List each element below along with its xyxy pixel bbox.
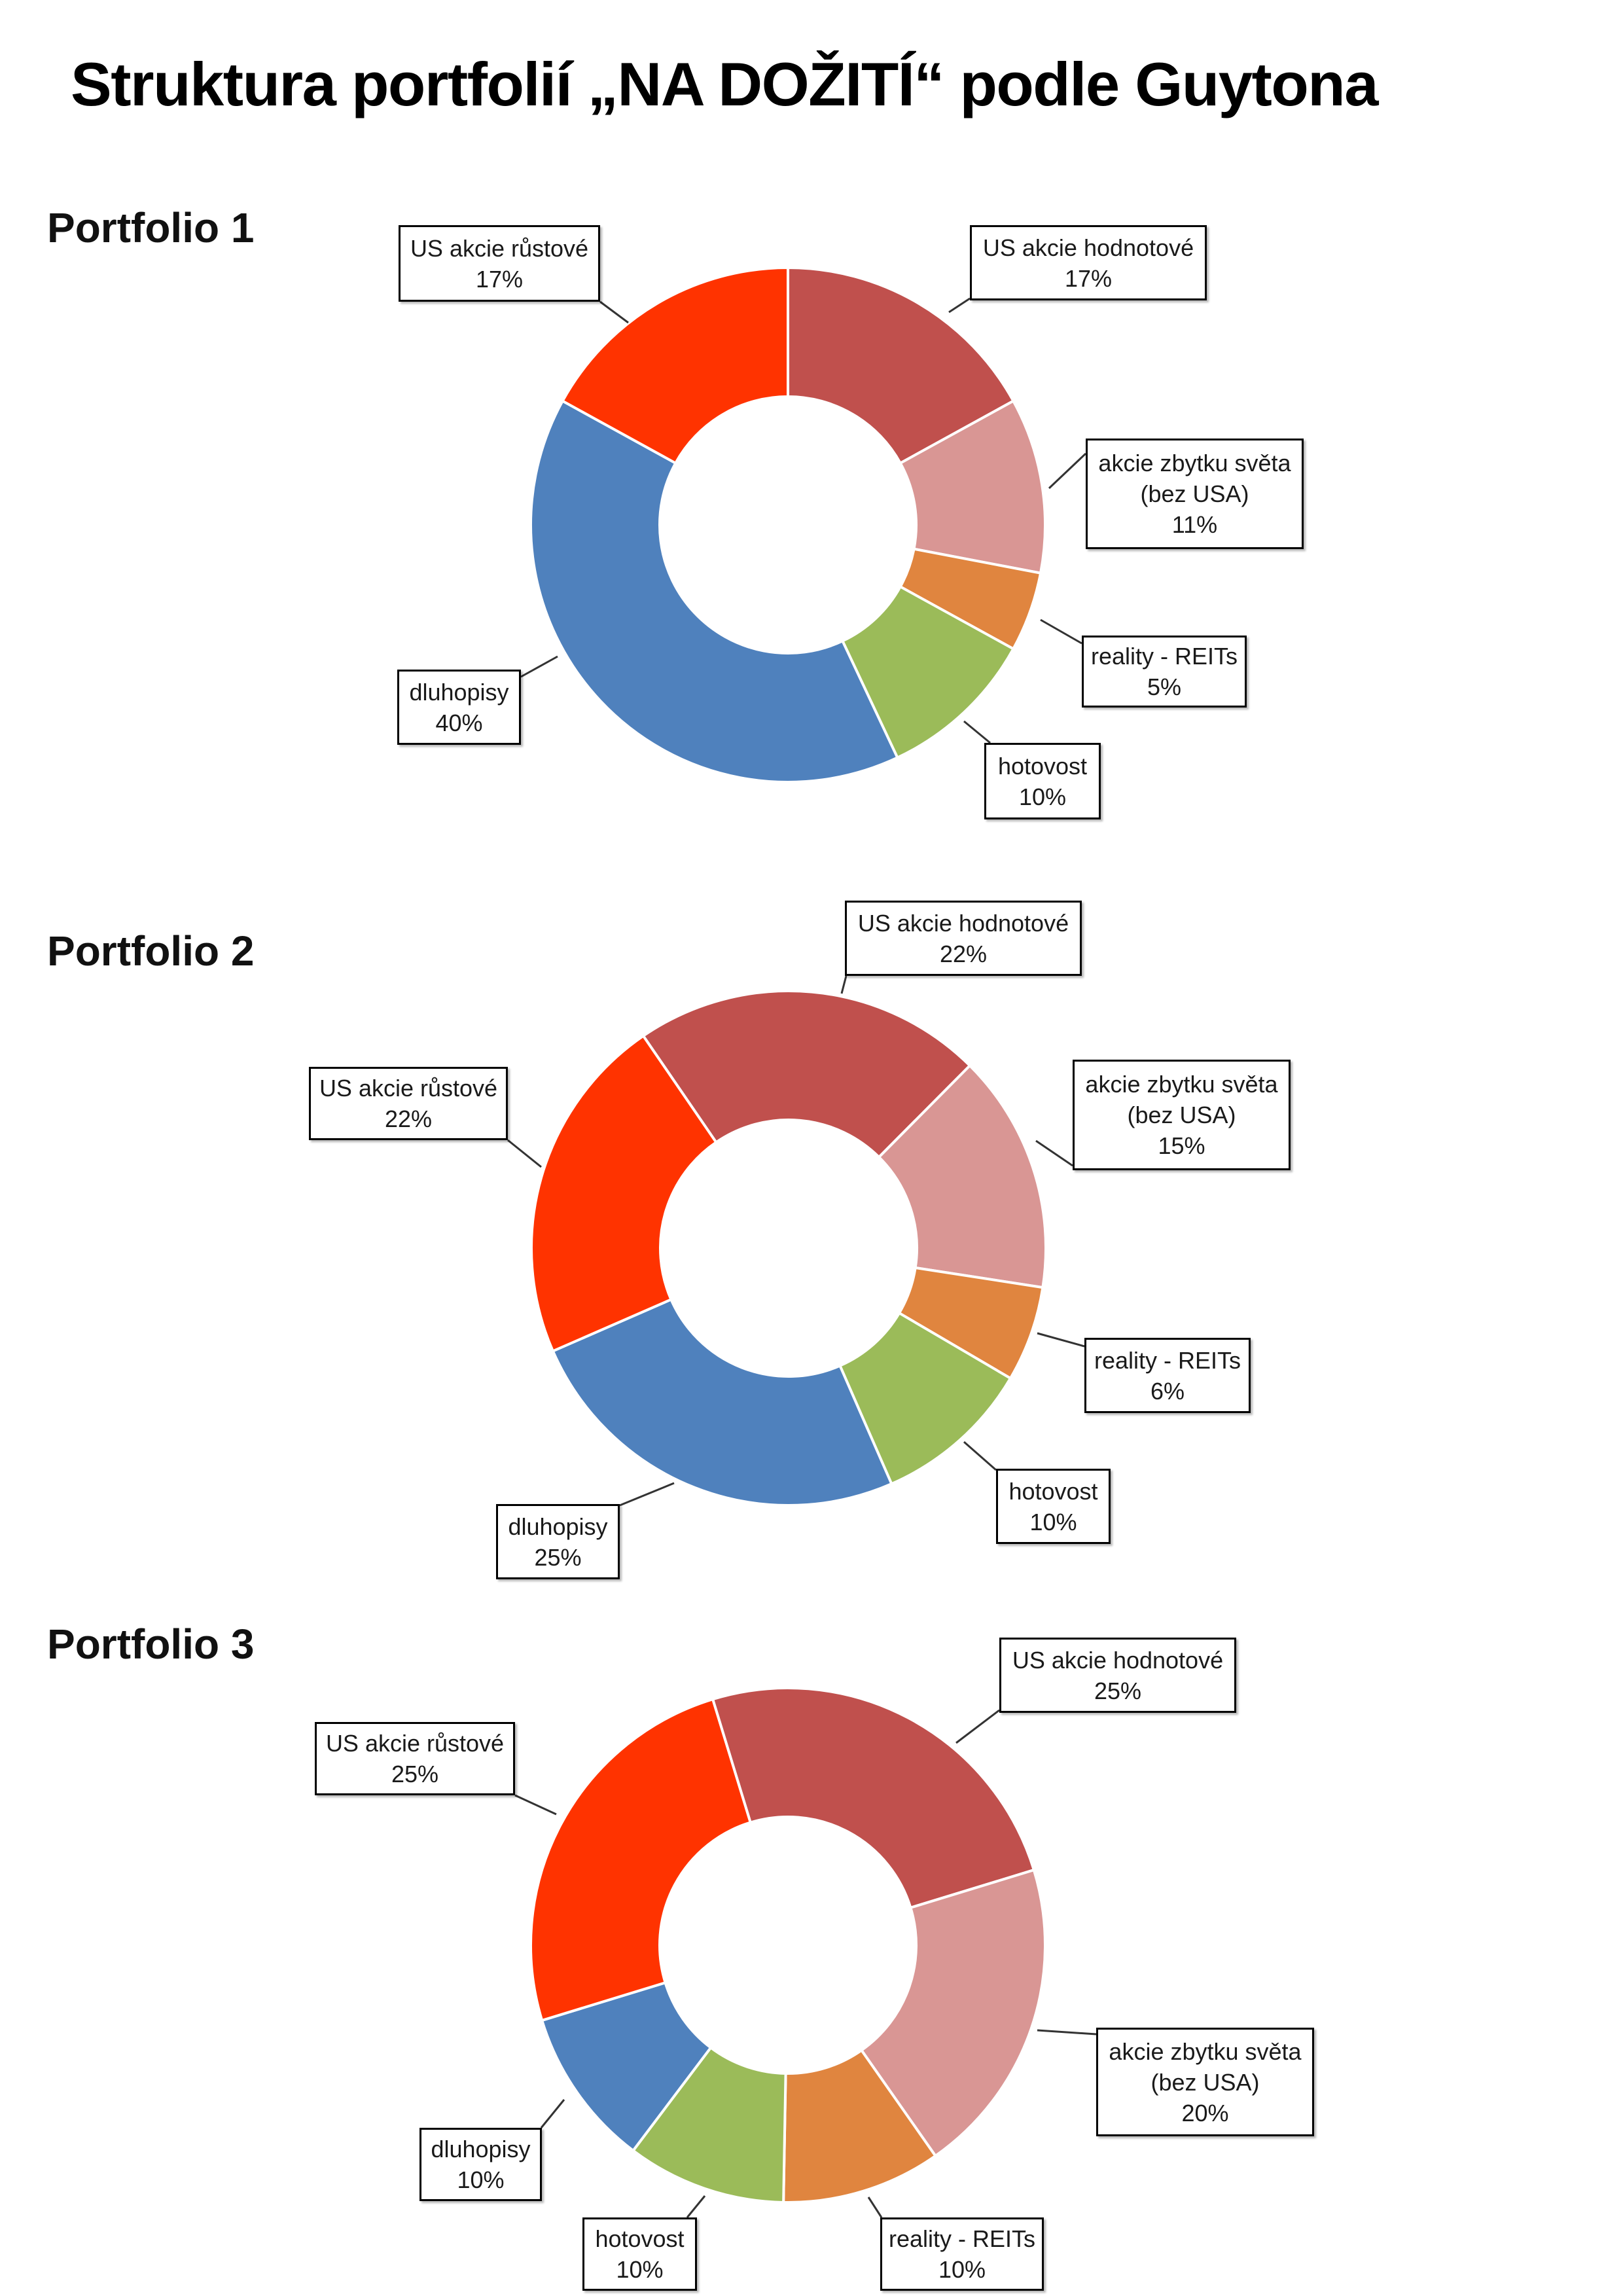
data-label-dluhopisy: dluhopisy 40% [397, 670, 521, 745]
data-label-category: akcie zbytku světa (bez USA) [1109, 2037, 1302, 2096]
data-label-value: 22% [384, 1105, 433, 1132]
leader-line [514, 1794, 557, 1816]
data-label-dluhopisy: dluhopisy 25% [496, 1504, 620, 1579]
data-label-hotovost: hotovost 10% [582, 2217, 697, 2291]
data-label-hotovost: hotovost 10% [996, 1469, 1111, 1544]
data-label-value: 10% [938, 2256, 986, 2283]
data-label-value: 10% [616, 2256, 664, 2283]
slice-us-akcie-rustove [561, 266, 789, 465]
data-label-value: 20% [1181, 2099, 1229, 2126]
data-label-akcie-zbytku-sveta: akcie zbytku světa (bez USA) 20% [1096, 2028, 1314, 2136]
data-label-us-akcie-hodnotove: US akcie hodnotové 17% [970, 225, 1207, 300]
leader-line [948, 297, 971, 314]
leader-lines-portfolio-1 [520, 297, 1087, 744]
slice-dluhopisy [551, 1298, 893, 1507]
slice-akcie-zbytku-sveta [899, 399, 1046, 575]
slice-us-akcie-rustove [530, 1034, 718, 1353]
data-label-category: reality - REITs [1094, 1346, 1241, 1374]
leader-line [619, 1482, 675, 1507]
slice-us-akcie-hodnotove [711, 1687, 1035, 1909]
data-label-reality-reits: reality - REITs 5% [1082, 636, 1247, 708]
chart-title-portfolio-2: Portfolio 2 [47, 927, 255, 975]
leader-line [1040, 619, 1082, 645]
slice-us-akcie-hodnotove [787, 266, 1015, 465]
data-label-reality-reits: reality - REITs 10% [880, 2217, 1044, 2291]
donut-chart-portfolio-2 [530, 990, 1047, 1507]
data-label-category: akcie zbytku světa (bez USA) [1085, 1071, 1278, 1128]
data-label-category: hotovost [595, 2225, 685, 2252]
data-label-value: 17% [1064, 264, 1113, 292]
donut-chart-portfolio-3 [529, 1687, 1047, 2204]
data-label-value: 6% [1150, 1377, 1185, 1405]
leader-line [955, 1709, 1000, 1744]
data-label-category: US akcie hodnotové [982, 234, 1194, 261]
data-label-category: reality - REITs [1090, 643, 1238, 670]
data-label-us-akcie-rustove: US akcie růstové 22% [309, 1067, 508, 1140]
data-label-akcie-zbytku-sveta: akcie zbytku světa (bez USA) 11% [1086, 439, 1304, 549]
data-label-value: 22% [939, 940, 988, 967]
leader-line [599, 300, 629, 324]
leader-line [963, 720, 991, 744]
chart-title-portfolio-3: Portfolio 3 [47, 1621, 255, 1668]
donut-chart-portfolio-1 [529, 266, 1046, 783]
data-label-category: US akcie růstové [410, 234, 589, 262]
leader-line [520, 655, 558, 678]
data-label-value: 25% [534, 1543, 582, 1571]
leader-line [686, 2195, 706, 2218]
data-label-value: 5% [1147, 673, 1182, 700]
data-label-category: hotovost [1008, 1477, 1098, 1505]
data-label-category: akcie zbytku světa (bez USA) [1098, 450, 1291, 507]
leader-lines-portfolio-2 [507, 975, 1085, 1507]
leader-line [867, 2197, 883, 2218]
slice-us-akcie-hodnotove [641, 990, 971, 1158]
data-label-category: US akcie růstové [319, 1075, 498, 1102]
data-label-value: 17% [475, 265, 524, 293]
slice-akcie-zbytku-sveta [860, 1869, 1047, 2157]
data-label-category: US akcie růstové [325, 1730, 505, 1757]
data-label-hotovost: hotovost 10% [984, 743, 1101, 819]
data-label-category: dluhopisy [431, 2136, 531, 2162]
leader-line [540, 2099, 565, 2128]
data-label-value: 15% [1158, 1132, 1205, 1159]
data-label-reality-reits: reality - REITs 6% [1084, 1338, 1251, 1413]
data-label-us-akcie-rustove: US akcie růstové 17% [399, 225, 600, 302]
data-label-akcie-zbytku-sveta: akcie zbytku světa (bez USA) 15% [1073, 1060, 1291, 1170]
data-label-category: US akcie hodnotové [857, 909, 1069, 937]
leader-lines-portfolio-3 [514, 1709, 1097, 2218]
data-label-value: 10% [1018, 783, 1067, 810]
data-label-dluhopisy: dluhopisy 10% [419, 2128, 542, 2201]
data-label-value: 25% [391, 1761, 439, 1787]
data-label-category: hotovost [997, 752, 1088, 780]
leader-line [1048, 452, 1087, 490]
data-label-value: 10% [457, 2166, 505, 2193]
leader-line [840, 975, 847, 994]
data-label-us-akcie-hodnotove: US akcie hodnotové 25% [999, 1638, 1236, 1713]
leader-line [1035, 1139, 1073, 1167]
slice-dluhopisy [529, 399, 899, 783]
data-label-category: dluhopisy [508, 1513, 608, 1540]
data-label-value: 11% [1171, 511, 1218, 538]
data-label-us-akcie-rustove: US akcie růstové 25% [315, 1722, 515, 1795]
leader-line [1037, 2029, 1097, 2036]
page-title: Struktura portfolií „NA DOŽITÍ“ podle Gu… [71, 50, 1378, 118]
leader-line [1037, 1332, 1085, 1348]
data-label-category: US akcie hodnotové [1012, 1646, 1224, 1674]
data-label-value: 25% [1094, 1677, 1142, 1704]
data-label-value: 40% [435, 709, 483, 736]
data-label-category: reality - REITs [888, 2225, 1036, 2252]
slice-akcie-zbytku-sveta [878, 1064, 1047, 1289]
data-label-category: dluhopisy [409, 678, 509, 706]
data-label-value: 10% [1029, 1508, 1077, 1535]
leader-line [507, 1139, 542, 1168]
leader-line [963, 1441, 997, 1471]
data-label-us-akcie-hodnotove: US akcie hodnotové 22% [845, 901, 1082, 976]
chart-title-portfolio-1: Portfolio 1 [47, 204, 255, 251]
slice-us-akcie-rustove [529, 1698, 752, 2022]
